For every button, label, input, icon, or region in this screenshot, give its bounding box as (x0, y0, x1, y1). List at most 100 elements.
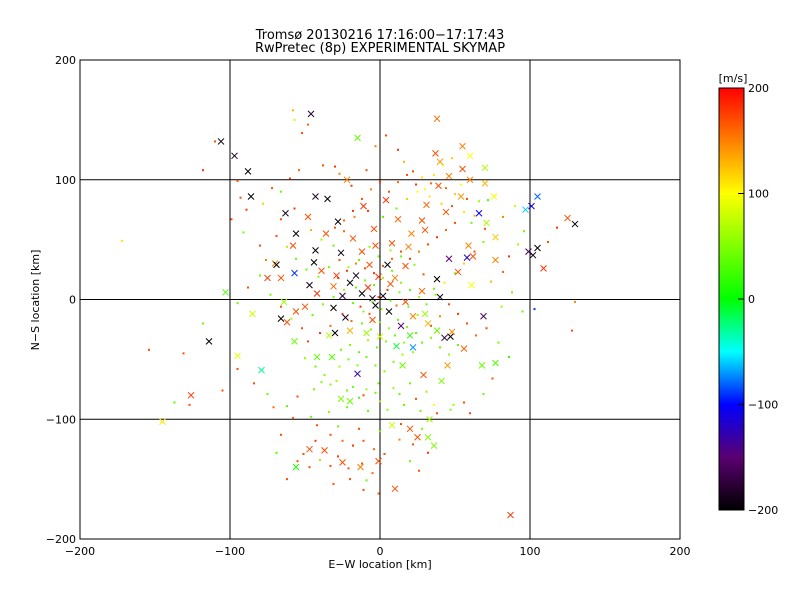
cross-point (357, 463, 364, 471)
dot-point (418, 296, 420, 299)
cross-point (307, 110, 315, 118)
cross-point (444, 362, 451, 369)
dot-point (353, 215, 356, 218)
x-tick-label: 0 (377, 545, 384, 558)
dot-point (389, 249, 392, 252)
colorbar-tick-label: 0 (748, 293, 755, 306)
cross-point (492, 233, 499, 241)
cross-point (360, 202, 367, 210)
dot-point (463, 262, 465, 265)
cross-point (421, 310, 429, 318)
dot-point (358, 351, 360, 354)
dot-point (236, 179, 239, 182)
dot-point (415, 332, 417, 335)
cross-point (205, 338, 213, 345)
dot-point (322, 164, 324, 167)
dot-point (148, 348, 150, 351)
cross-point (331, 329, 339, 337)
cross-point (445, 172, 453, 180)
cross-point (424, 320, 432, 327)
chart-title: Tromsø 20130216 17:16:00−17:17:43 (255, 28, 505, 43)
cross-point (330, 304, 337, 312)
dot-point (377, 492, 380, 495)
cross-point (352, 272, 360, 279)
cross-point (421, 226, 429, 234)
dot-point (413, 263, 416, 266)
dot-point (367, 409, 369, 412)
cross-point (354, 134, 361, 142)
cross-point (436, 293, 444, 301)
dot-point (272, 406, 275, 409)
dot-point (338, 172, 341, 175)
dot-point (337, 276, 339, 279)
dot-point (521, 310, 524, 313)
cross-point (564, 214, 571, 222)
dot-point (365, 479, 368, 482)
dot-point (379, 400, 381, 403)
dot-point (574, 300, 576, 303)
cross-point (481, 179, 489, 187)
cross-point (445, 255, 453, 263)
dot-point (292, 417, 294, 420)
dot-point (466, 322, 468, 325)
dot-point (338, 365, 341, 368)
dot-point (340, 348, 342, 351)
dot-point (253, 382, 255, 385)
dot-point (361, 197, 363, 200)
y-tick-label: 0 (69, 294, 76, 307)
dot-point (323, 373, 326, 376)
dot-point (418, 469, 420, 472)
dot-point (364, 279, 366, 282)
dot-point (280, 190, 282, 193)
cross-point (384, 261, 391, 269)
dot-point (334, 226, 336, 229)
dot-point (398, 393, 401, 396)
dot-point (352, 209, 354, 212)
dot-point (236, 302, 239, 305)
cross-point (346, 397, 354, 405)
cross-point (159, 418, 166, 425)
dot-point (514, 205, 516, 208)
cross-series (159, 110, 579, 519)
dot-point (245, 208, 248, 211)
cross-point (343, 176, 351, 184)
dot-point (337, 455, 339, 458)
y-tick-label: −200 (46, 533, 76, 546)
dot-point (445, 187, 447, 190)
dot-point (365, 355, 368, 358)
cross-point (525, 248, 532, 255)
dot-point (377, 296, 380, 299)
dot-point (343, 219, 345, 222)
cross-point (418, 217, 426, 224)
cross-point (465, 242, 472, 249)
dot-point (362, 488, 365, 491)
dot-point (280, 218, 282, 221)
cross-point (231, 152, 238, 160)
cross-point (369, 294, 376, 302)
cross-point (222, 288, 229, 296)
cross-point (346, 327, 354, 334)
dot-point (346, 269, 348, 272)
x-tick-label: −200 (65, 545, 95, 558)
y-tick-label: 100 (55, 174, 76, 187)
dot-point (371, 472, 374, 475)
cross-point (247, 193, 255, 200)
dot-point (440, 202, 443, 205)
cross-point (540, 265, 547, 272)
dot-point (310, 229, 312, 232)
dot-point (403, 341, 405, 344)
cross-point (528, 202, 535, 210)
dot-point (346, 389, 348, 392)
dot-point (448, 303, 450, 306)
dot-point (508, 355, 510, 358)
dot-point (329, 433, 332, 436)
cross-point (394, 215, 402, 223)
dot-point (449, 408, 452, 411)
dot-point (433, 403, 435, 406)
dot-point (239, 196, 242, 199)
dot-point (322, 303, 324, 306)
cross-point (273, 261, 280, 269)
cross-point (304, 213, 312, 221)
cross-point (534, 244, 541, 252)
cross-point (409, 312, 417, 320)
